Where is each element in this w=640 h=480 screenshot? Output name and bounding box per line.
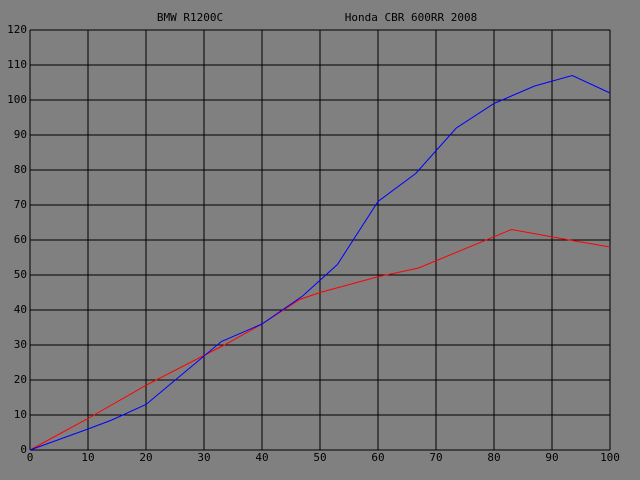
y-tick-label: 10 <box>14 408 27 421</box>
x-tick-label: 100 <box>600 451 620 464</box>
x-tick-label: 20 <box>139 451 152 464</box>
x-tick-label: 80 <box>487 451 500 464</box>
x-tick-label: 60 <box>371 451 384 464</box>
y-tick-label: 100 <box>7 93 27 106</box>
x-tick-label: 50 <box>313 451 326 464</box>
y-tick-label: 0 <box>20 443 27 456</box>
legend-entry: BMW R1200C <box>157 11 223 24</box>
x-tick-label: 0 <box>27 451 34 464</box>
y-tick-label: 40 <box>14 303 27 316</box>
legend-entry: Honda CBR 600RR 2008 <box>345 11 477 24</box>
x-tick-label: 10 <box>81 451 94 464</box>
y-tick-label: 30 <box>14 338 27 351</box>
y-tick-label: 80 <box>14 163 27 176</box>
series-line <box>29 228 611 451</box>
y-tick-label: 120 <box>7 23 27 36</box>
series-line <box>29 74 611 451</box>
y-tick-label: 70 <box>14 198 27 211</box>
x-tick-label: 30 <box>197 451 210 464</box>
x-tick-label: 40 <box>255 451 268 464</box>
y-tick-label: 50 <box>14 268 27 281</box>
x-tick-label: 70 <box>429 451 442 464</box>
y-tick-label: 110 <box>7 58 27 71</box>
y-tick-label: 60 <box>14 233 27 246</box>
y-tick-label: 90 <box>14 128 27 141</box>
y-tick-label: 20 <box>14 373 27 386</box>
x-tick-label: 90 <box>545 451 558 464</box>
